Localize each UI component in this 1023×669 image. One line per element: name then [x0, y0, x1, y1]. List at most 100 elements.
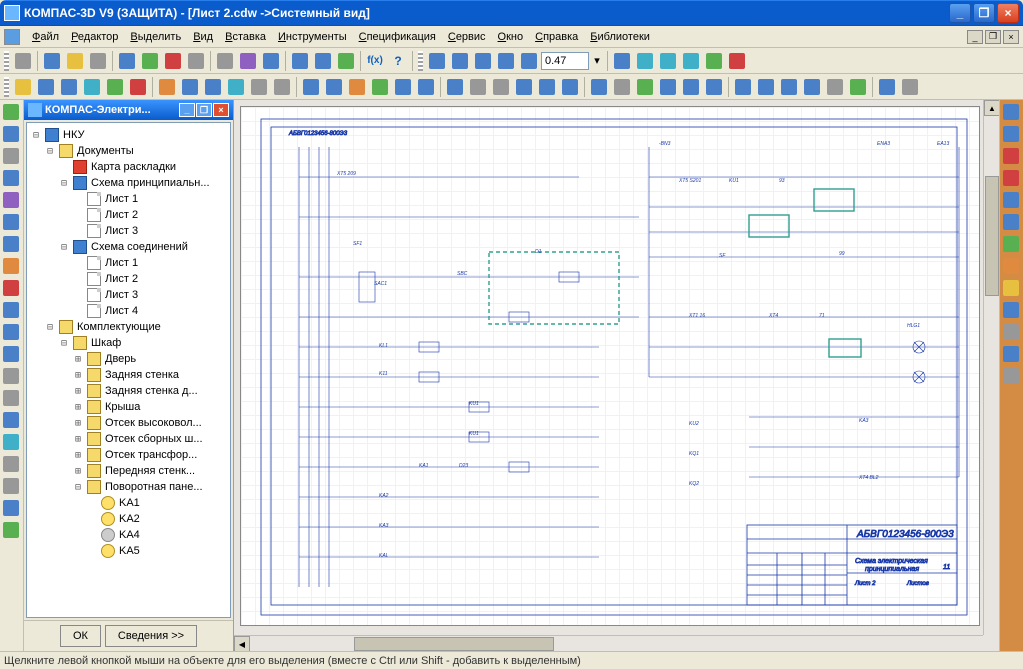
- electric-tool-button[interactable]: [490, 76, 512, 98]
- electric-tool-button[interactable]: [559, 76, 581, 98]
- electric-tool-button[interactable]: [300, 76, 322, 98]
- electric-tool-button[interactable]: [467, 76, 489, 98]
- menu-view[interactable]: Вид: [187, 29, 219, 45]
- minimize-button[interactable]: _: [949, 3, 971, 23]
- tree-hv[interactable]: Отсек высоковол...: [103, 417, 204, 429]
- toolbar-button[interactable]: [237, 50, 259, 72]
- menu-insert[interactable]: Вставка: [219, 29, 272, 45]
- toolbar-button[interactable]: [139, 50, 161, 72]
- electric-tool-button[interactable]: [899, 76, 921, 98]
- menu-select[interactable]: Выделить: [124, 29, 187, 45]
- left-tool-button[interactable]: [1, 476, 21, 496]
- tree-twisty[interactable]: ⊟: [43, 322, 57, 333]
- tree-twisty[interactable]: ⊟: [57, 178, 71, 189]
- right-tool-button[interactable]: [1001, 146, 1021, 166]
- electric-tool-button[interactable]: [513, 76, 535, 98]
- left-tool-button[interactable]: [1, 454, 21, 474]
- toolbar-button[interactable]: [116, 50, 138, 72]
- left-tool-button[interactable]: [1, 366, 21, 386]
- toolbar-button[interactable]: [214, 50, 236, 72]
- left-tool-button[interactable]: [1, 256, 21, 276]
- electric-tool-button[interactable]: [225, 76, 247, 98]
- tree-ka5[interactable]: KA5: [117, 545, 142, 557]
- left-tool-button[interactable]: [1, 102, 21, 122]
- menu-tools[interactable]: Инструменты: [272, 29, 353, 45]
- tree-csheet2[interactable]: Лист 2: [103, 273, 140, 285]
- electric-tool-button[interactable]: [58, 76, 80, 98]
- electric-tool-button[interactable]: [801, 76, 823, 98]
- electric-tool-button[interactable]: [657, 76, 679, 98]
- toolbar-button[interactable]: [634, 50, 656, 72]
- left-tool-button[interactable]: [1, 168, 21, 188]
- maximize-button[interactable]: ❐: [973, 3, 995, 23]
- electric-tool-button[interactable]: [248, 76, 270, 98]
- electric-tool-button[interactable]: [179, 76, 201, 98]
- electric-tool-button[interactable]: [588, 76, 610, 98]
- tree-csheet1[interactable]: Лист 1: [103, 257, 140, 269]
- mdi-close[interactable]: ×: [1003, 30, 1019, 44]
- mdi-min[interactable]: _: [967, 30, 983, 44]
- left-tool-button[interactable]: [1, 234, 21, 254]
- right-tool-button[interactable]: [1001, 278, 1021, 298]
- electric-tool-button[interactable]: [392, 76, 414, 98]
- electric-tool-button[interactable]: [732, 76, 754, 98]
- tree-twisty[interactable]: ⊞: [71, 402, 85, 413]
- toolbar-button[interactable]: [335, 50, 357, 72]
- electric-tool-button[interactable]: [81, 76, 103, 98]
- right-tool-button[interactable]: [1001, 300, 1021, 320]
- zoom-button[interactable]: [449, 50, 471, 72]
- right-tool-button[interactable]: [1001, 322, 1021, 342]
- right-tool-button[interactable]: [1001, 344, 1021, 364]
- tree-busbar[interactable]: Отсек сборных ш...: [103, 433, 205, 445]
- zoom-button[interactable]: [495, 50, 517, 72]
- tree-twisty[interactable]: ⊟: [57, 338, 71, 349]
- fx-button[interactable]: f(x): [364, 50, 386, 72]
- menu-edit[interactable]: Редактор: [65, 29, 124, 45]
- left-tool-button[interactable]: [1, 410, 21, 430]
- left-tool-button[interactable]: [1, 432, 21, 452]
- menu-window[interactable]: Окно: [492, 29, 530, 45]
- right-tool-button[interactable]: [1001, 234, 1021, 254]
- scrollbar-horizontal[interactable]: ◀: [234, 635, 983, 651]
- tree-door[interactable]: Дверь: [103, 353, 138, 365]
- tree-ka4[interactable]: KA4: [117, 529, 142, 541]
- menu-libs[interactable]: Библиотеки: [584, 29, 656, 45]
- ok-button[interactable]: ОК: [60, 625, 101, 647]
- tree-twisty[interactable]: ⊟: [43, 146, 57, 157]
- electric-tool-button[interactable]: [415, 76, 437, 98]
- electric-tool-button[interactable]: [755, 76, 777, 98]
- right-tool-button[interactable]: [1001, 124, 1021, 144]
- tree-twisty[interactable]: ⊞: [71, 418, 85, 429]
- tree-twisty[interactable]: ⊟: [29, 130, 43, 141]
- menu-help[interactable]: Справка: [529, 29, 584, 45]
- electric-tool-button[interactable]: [703, 76, 725, 98]
- electric-tool-button[interactable]: [369, 76, 391, 98]
- tree-layout[interactable]: Карта раскладки: [89, 161, 178, 173]
- electric-tool-button[interactable]: [611, 76, 633, 98]
- toolbar-button[interactable]: [64, 50, 86, 72]
- left-tool-button[interactable]: [1, 388, 21, 408]
- right-tool-button[interactable]: [1001, 190, 1021, 210]
- toolbar-button[interactable]: [185, 50, 207, 72]
- tree-sheet3[interactable]: Лист 3: [103, 225, 140, 237]
- electric-tool-button[interactable]: [634, 76, 656, 98]
- zoom-input[interactable]: [541, 52, 589, 70]
- tree-ka2[interactable]: KA2: [117, 513, 142, 525]
- left-tool-button[interactable]: [1, 146, 21, 166]
- tree-twisty[interactable]: ⊞: [71, 434, 85, 445]
- zoom-button[interactable]: [426, 50, 448, 72]
- electric-tool-button[interactable]: [156, 76, 178, 98]
- electric-tool-button[interactable]: [876, 76, 898, 98]
- scroll-thumb-h[interactable]: [354, 637, 554, 651]
- left-tool-button[interactable]: [1, 322, 21, 342]
- tree-twisty[interactable]: ⊟: [71, 482, 85, 493]
- scrollbar-vertical[interactable]: ▲: [983, 100, 999, 635]
- tree-rotpanel[interactable]: Поворотная пане...: [103, 481, 205, 493]
- tree-components[interactable]: Комплектующие: [75, 321, 163, 333]
- electric-tool-button[interactable]: [536, 76, 558, 98]
- menu-spec[interactable]: Спецификация: [353, 29, 442, 45]
- electric-tool-button[interactable]: [323, 76, 345, 98]
- left-tool-button[interactable]: [1, 344, 21, 364]
- electric-tool-button[interactable]: [847, 76, 869, 98]
- left-tool-button[interactable]: [1, 520, 21, 540]
